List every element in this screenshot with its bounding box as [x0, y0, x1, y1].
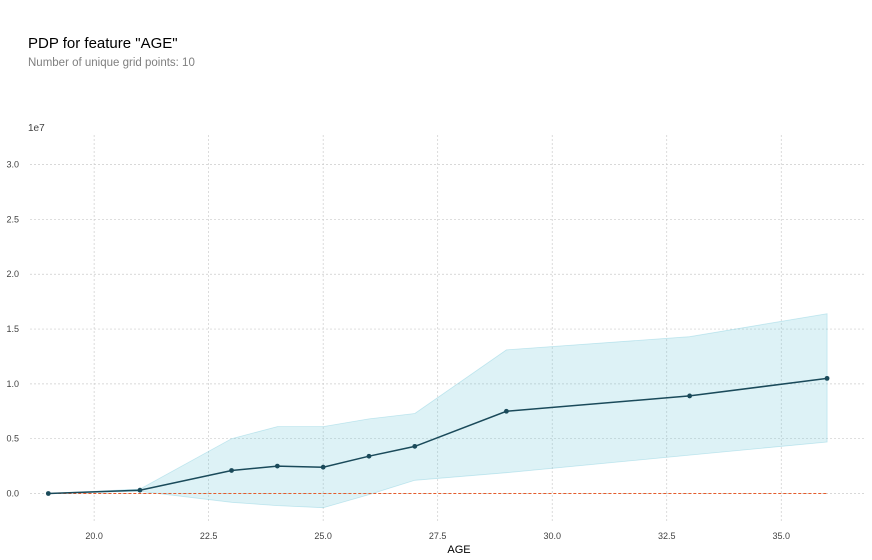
x-tick-label: 20.0 — [85, 531, 103, 541]
pdp-point — [274, 463, 280, 469]
y-tick-label: 1.5 — [6, 324, 19, 334]
x-tick-labels: 20.0 22.5 25.0 27.5 30.0 32.5 35.0 — [85, 531, 790, 541]
pdp-point — [687, 393, 693, 399]
x-tick-label: 35.0 — [772, 531, 790, 541]
pdp-point — [229, 468, 234, 473]
pdp-line — [48, 377, 828, 495]
x-tick-label: 30.0 — [543, 531, 561, 541]
x-tick-label: 25.0 — [314, 531, 332, 541]
x-tick-label: 32.5 — [658, 531, 676, 541]
pdp-point — [504, 408, 509, 414]
pdp-point — [320, 464, 326, 470]
y-tick-labels: 0.0 0.5 1.0 1.5 2.0 2.5 3.0 — [6, 160, 19, 499]
pdp-points — [45, 375, 830, 496]
y-axis-scale-label: 1e7 — [28, 123, 45, 134]
y-tick-label: 3.0 — [6, 160, 19, 170]
y-tick-label: 0.0 — [6, 488, 19, 498]
y-tick-label: 2.5 — [6, 214, 19, 224]
chart-subtitle: Number of unique grid points: 10 — [28, 57, 195, 69]
x-tick-label: 27.5 — [429, 531, 447, 541]
pdp-point — [412, 443, 418, 449]
pdp-point — [824, 375, 830, 381]
chart-title: PDP for feature "AGE" — [28, 35, 178, 52]
confidence-band — [48, 313, 828, 509]
pdp-point — [45, 491, 51, 496]
grid-layer — [30, 135, 866, 522]
y-tick-label: 0.5 — [6, 434, 19, 444]
x-tick-label: 22.5 — [200, 531, 218, 541]
y-tick-label: 2.0 — [6, 269, 19, 279]
y-tick-label: 1.0 — [6, 379, 19, 389]
pdp-point — [366, 453, 372, 459]
pdp-point — [137, 487, 143, 493]
x-axis-label: AGE — [447, 544, 470, 556]
